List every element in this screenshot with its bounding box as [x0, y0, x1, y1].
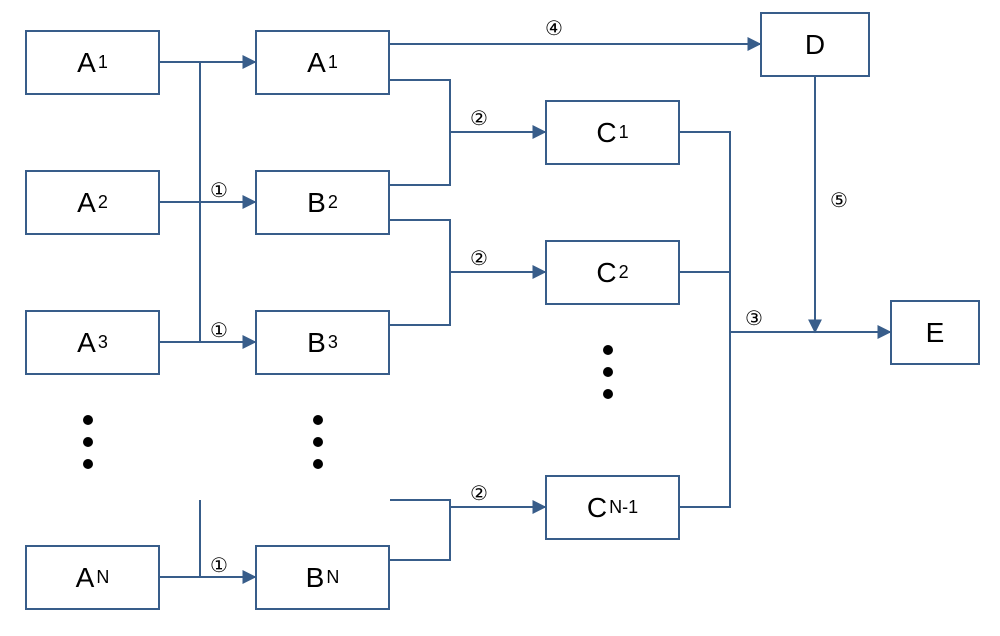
node-label: A — [77, 187, 96, 219]
node-b2: B2 — [255, 170, 390, 235]
node-a2: A2 — [25, 170, 160, 235]
node-sub: N — [96, 567, 109, 588]
node-label: A — [76, 562, 95, 594]
node-cn1: CN-1 — [545, 475, 680, 540]
node-a1: A1 — [25, 30, 160, 95]
node-label: B — [307, 327, 326, 359]
node-sub: N-1 — [609, 497, 638, 518]
node-label: C — [587, 492, 607, 524]
node-c2: C2 — [545, 240, 680, 305]
node-sub: 1 — [98, 52, 108, 73]
node-b3: B3 — [255, 310, 390, 375]
edge-label-4: ④ — [545, 16, 563, 41]
node-label: E — [926, 317, 945, 349]
node-label: A — [77, 327, 96, 359]
ellipsis-col-b — [313, 415, 323, 469]
node-sub: 2 — [98, 192, 108, 213]
node-label: C — [596, 117, 616, 149]
node-sub: 2 — [619, 262, 629, 283]
node-sub: 3 — [328, 332, 338, 353]
diagram-canvas: A1 A2 A3 AN A1 B2 B3 BN C1 C2 CN-1 D E — [0, 0, 1000, 636]
edge-label-2c: ② — [470, 481, 488, 506]
node-sub: 2 — [328, 192, 338, 213]
edge-label-2b: ② — [470, 246, 488, 271]
edge-label-2a: ② — [470, 106, 488, 131]
node-sub: N — [326, 567, 339, 588]
node-sub: 1 — [619, 122, 629, 143]
node-label: A — [307, 47, 326, 79]
node-bn: BN — [255, 545, 390, 610]
node-sub: 3 — [98, 332, 108, 353]
edge-label-1b: ① — [210, 318, 228, 343]
edge-label-1c: ① — [210, 553, 228, 578]
edge-label-1a: ① — [210, 178, 228, 203]
edge-label-3: ③ — [745, 306, 763, 331]
node-sub: 1 — [328, 52, 338, 73]
node-label: B — [306, 562, 325, 594]
node-an: AN — [25, 545, 160, 610]
node-label: B — [307, 187, 326, 219]
edge-label-5: ⑤ — [830, 188, 848, 213]
node-a3: A3 — [25, 310, 160, 375]
node-e: E — [890, 300, 980, 365]
node-b1: A1 — [255, 30, 390, 95]
ellipsis-col-a — [83, 415, 93, 469]
ellipsis-col-c — [603, 345, 613, 399]
node-c1: C1 — [545, 100, 680, 165]
node-label: A — [77, 47, 96, 79]
node-label: C — [596, 257, 616, 289]
node-label: D — [805, 29, 825, 61]
node-d: D — [760, 12, 870, 77]
